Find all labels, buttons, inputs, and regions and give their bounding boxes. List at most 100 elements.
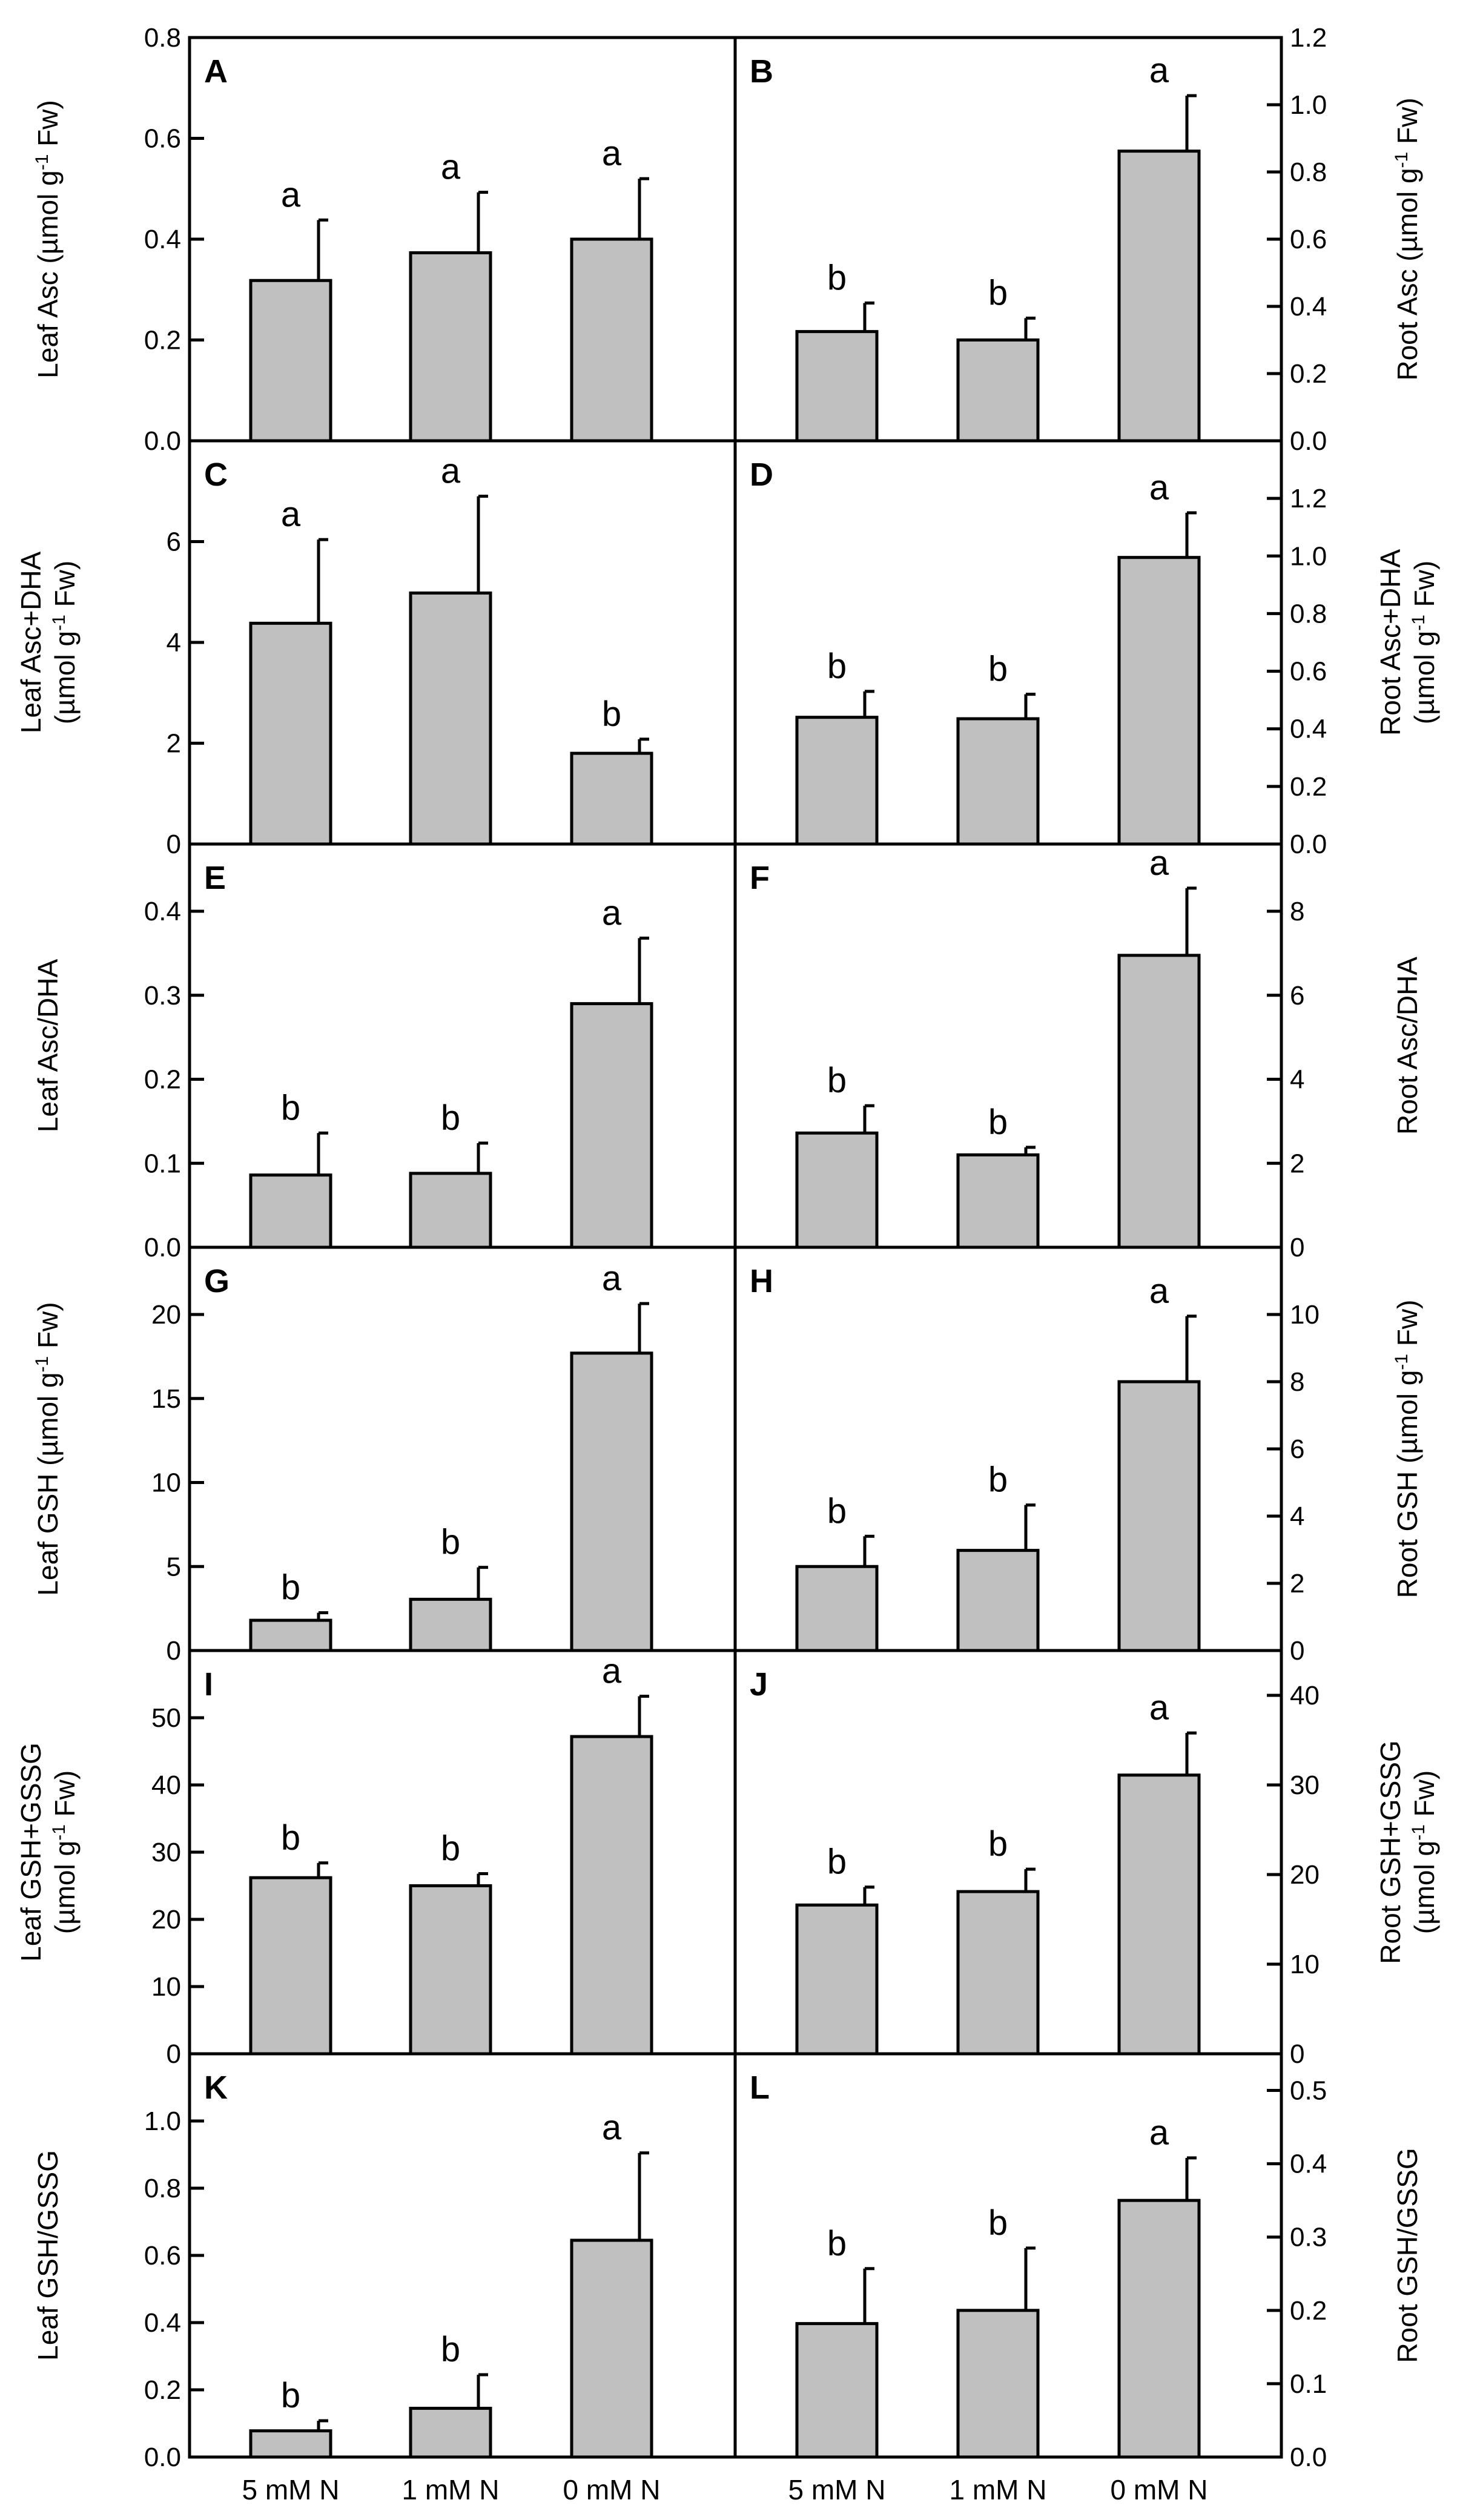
significance-letter: b [441,1098,460,1138]
y-tick-label: 40 [1290,1681,1320,1710]
significance-letter: b [441,2330,460,2369]
bar [409,591,492,846]
y-axis-label: Root GSH+GSSG [1375,1740,1406,1964]
y-tick-label: 10 [151,1972,181,2002]
bar [409,251,492,443]
y-tick-label: 8 [1290,1367,1304,1397]
panel-letter: L [750,2070,770,2106]
y-tick-label: 4 [1290,1065,1304,1095]
significance-letter: a [602,2108,622,2148]
y-tick-label: 0.4 [144,2308,181,2338]
y-axis-label: (µmol g-1 Fw) [49,561,81,724]
bar [795,716,879,846]
significance-letter: a [1149,1688,1169,1727]
bar [956,338,1040,443]
y-tick-label: 0 [167,830,181,859]
y-tick-label: 10 [1290,1300,1320,1330]
y-axis-label: Leaf Asc (µmol g-1 Fw) [32,100,64,378]
significance-letter: a [1149,468,1169,507]
bar [249,2429,332,2459]
bar [570,2238,653,2459]
significance-letter: b [827,1491,847,1531]
y-tick-label: 0.0 [144,1233,181,1262]
panel-k: K 0.0 0.2 0.4 0.6 0.8 1.0 Leaf GSH/GSSG b b a [32,2070,653,2472]
panel-letter: C [204,457,228,493]
y-tick-label: 0 [1290,2039,1304,2069]
y-tick-label: 6 [1290,1434,1304,1464]
y-tick-label: 1.0 [1290,90,1327,120]
y-tick-label: 6 [167,527,181,557]
bar [1117,1773,1201,2056]
y-axis-label: Root Asc+DHA [1375,549,1406,736]
y-tick-label: 0.4 [1290,714,1327,744]
bar [956,2309,1040,2459]
y-tick-label: 1.2 [1290,23,1327,53]
y-tick-label: 2 [1290,1149,1304,1178]
significance-letter: b [988,1460,1008,1500]
bar [1117,556,1201,846]
y-tick-label: 0.1 [144,1149,181,1178]
y-tick-label: 0.0 [144,2442,181,2472]
panel-i: I 0 10 20 30 40 50 Leaf GSH+GSSG (µmol g-1 Fw) b b… [15,1651,653,2069]
y-tick-label: 0.4 [144,897,181,926]
bar [956,1890,1040,2056]
y-tick-label: 40 [151,1770,181,1800]
significance-letter: a [602,134,622,173]
y-tick-label: 1.0 [144,2106,181,2136]
bar [795,2322,879,2459]
y-tick-label: 0.6 [1290,225,1327,254]
y-tick-label: 6 [1290,981,1304,1011]
significance-letter: b [827,1061,847,1100]
y-tick-label: 0 [1290,1636,1304,1666]
bar [249,1876,332,2056]
panel-letter: K [204,2070,228,2106]
y-axis-label: (µmol g-1 Fw) [1409,1770,1441,1934]
panel-letter: I [204,1666,213,1703]
y-tick-label: 20 [151,1300,181,1330]
bar [249,621,332,846]
y-axis-label: Leaf Asc+DHA [15,551,47,733]
y-tick-label: 0.4 [1290,292,1327,322]
y-axis-label: Leaf GSH+GSSG [15,1743,47,1962]
panel-letter: H [750,1263,773,1299]
bar [570,1351,653,1652]
significance-letter: b [602,694,621,734]
y-tick-label: 4 [167,628,181,658]
bar [795,1131,879,1249]
bar [1117,954,1201,1249]
bar [409,1597,492,1652]
y-tick-label: 0.8 [1290,157,1327,187]
y-tick-label: 2 [167,729,181,759]
panel-a: A 0.0 0.2 0.4 0.6 0.8 Leaf Asc (µmol g-1 Fw) a a… [32,23,653,456]
y-axis-label: Root GSH (µmol g-1 Fw) [1392,1300,1424,1598]
bar [1117,150,1201,443]
y-tick-label: 4 [1290,1502,1304,1531]
significance-letter: b [988,1824,1008,1864]
panel-f: F 0 2 4 6 8 Root Asc/DHA b b a [750,843,1423,1262]
y-tick-label: 0.4 [1290,2149,1327,2179]
y-tick-label: 0.0 [144,426,181,456]
panel-letter: D [750,457,773,493]
y-tick-label: 5 [167,1552,181,1582]
panel-h: H 0 2 4 6 8 10 Root GSH (µmol g-1 Fw) b b a [750,1263,1423,1666]
y-tick-label: 0.4 [144,225,181,254]
panel-j: J 0 10 20 30 40 Root GSH+GSSG (µmol g-1 Fw) b b a [750,1666,1440,2069]
bar [570,1735,653,2056]
significance-letter: b [281,1088,300,1127]
bar [570,237,653,443]
y-axis-label: Leaf Asc/DHA [32,959,64,1133]
x-category-label: 0 mM N [1111,2474,1208,2505]
bar [956,717,1040,846]
significance-letter: a [281,175,301,214]
x-category-label: 1 mM N [402,2474,500,2505]
bar [795,330,879,443]
panel-letter: B [750,53,773,90]
significance-letter: a [441,148,461,187]
y-tick-label: 0 [167,1636,181,1666]
y-tick-label: 10 [1290,1950,1320,1979]
panel-b: B 0.0 0.2 0.4 0.6 0.8 1.0 1.2 Root Asc (µmol g-1… [750,23,1423,456]
y-tick-label: 0.2 [1290,772,1327,802]
panel-letter: J [750,1666,768,1703]
y-tick-label: 30 [151,1838,181,1867]
